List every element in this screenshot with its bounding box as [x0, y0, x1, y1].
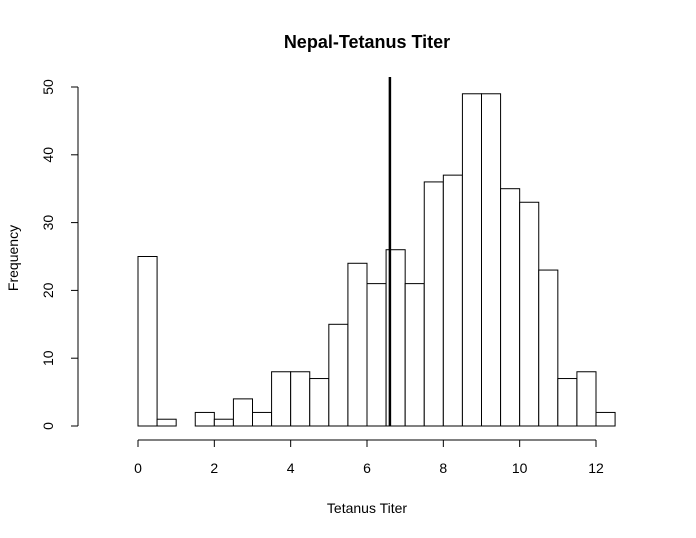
histogram-bar — [538, 269, 559, 427]
histogram-bar — [309, 378, 330, 427]
histogram-bar — [461, 93, 482, 427]
histogram-bar — [290, 371, 311, 427]
x-tick-label: 12 — [588, 460, 604, 476]
y-tick-label: 30 — [40, 215, 56, 231]
x-tick-label: 4 — [287, 460, 295, 476]
histogram-bars — [137, 93, 616, 427]
histogram-bar — [347, 262, 368, 427]
histogram-bar — [595, 411, 616, 427]
y-tick-label: 50 — [40, 79, 56, 95]
histogram-bar — [156, 418, 177, 427]
histogram-bar — [404, 283, 425, 427]
histogram-bar — [500, 188, 521, 427]
y-axis-label: Frequency — [5, 225, 21, 291]
histogram-bar — [271, 371, 292, 427]
y-tick-label: 0 — [40, 422, 56, 430]
x-tick-label: 10 — [512, 460, 528, 476]
y-tick-label: 40 — [40, 147, 56, 163]
x-axis-label: Tetanus Titer — [327, 500, 407, 516]
y-tick-label: 20 — [40, 282, 56, 298]
histogram-bar — [328, 323, 349, 427]
histogram-bar — [366, 283, 387, 427]
x-tick-label: 2 — [210, 460, 218, 476]
y-tick-label: 10 — [40, 350, 56, 366]
histogram-bar — [423, 181, 444, 427]
histogram-bar — [252, 411, 273, 427]
chart-title: Nepal-Tetanus Titer — [284, 32, 450, 52]
histogram-bar — [519, 201, 540, 427]
x-axis: 0 2 4 6 8 10 12 — [134, 439, 604, 476]
x-tick-label: 0 — [134, 460, 142, 476]
y-axis: 0 10 20 30 40 50 — [40, 79, 79, 430]
histogram-bar — [557, 378, 578, 427]
histogram-bar — [213, 418, 234, 427]
x-tick-label: 8 — [439, 460, 447, 476]
histogram-bar — [481, 93, 502, 427]
histogram-bar — [232, 398, 254, 427]
histogram-bar — [137, 256, 158, 427]
histogram-bar — [194, 411, 215, 427]
histogram-bar — [442, 174, 463, 427]
x-tick-label: 6 — [363, 460, 371, 476]
histogram-bar — [576, 371, 597, 427]
